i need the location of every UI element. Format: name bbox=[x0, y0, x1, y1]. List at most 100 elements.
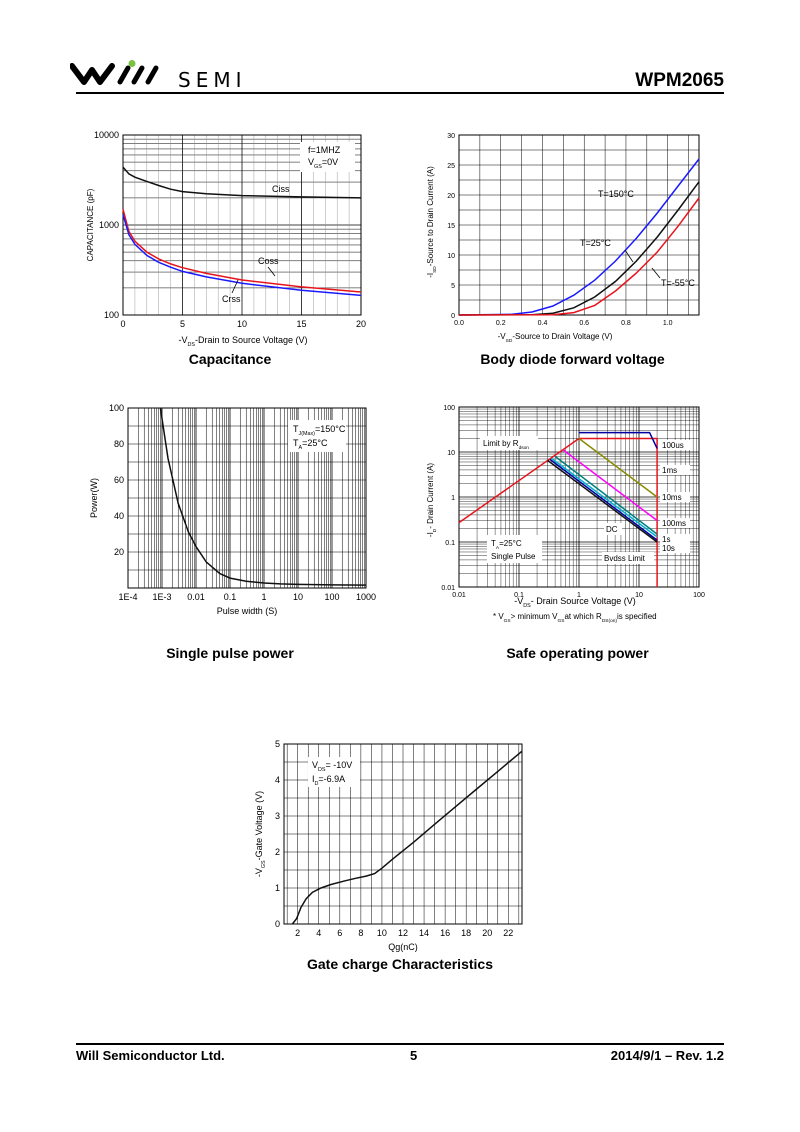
label-dc: DC bbox=[606, 525, 618, 534]
x-tick-label: 1 bbox=[577, 592, 581, 599]
leader-line bbox=[651, 267, 661, 279]
y-tick-label: 15 bbox=[447, 223, 455, 230]
x-tick-label: 0.1 bbox=[224, 592, 237, 602]
y-tick-label: 5 bbox=[275, 739, 280, 749]
y-tick-label: 30 bbox=[447, 133, 455, 140]
series-label-100ms: 100ms bbox=[662, 519, 686, 528]
label-box bbox=[660, 518, 690, 528]
series-line-vgs bbox=[291, 750, 523, 925]
y-tick-label: 2 bbox=[275, 847, 280, 857]
y-tick-label: 3 bbox=[275, 811, 280, 821]
series-line-t-55-c bbox=[458, 197, 700, 316]
footer-rule bbox=[76, 1043, 724, 1045]
x-tick-label: 0 bbox=[120, 319, 125, 329]
y-tick-label: 0.1 bbox=[445, 540, 455, 547]
x-tick-label: 12 bbox=[398, 928, 408, 938]
caption-gate-charge: Gate charge Characteristics bbox=[307, 956, 493, 972]
y-tick-label: 1 bbox=[275, 883, 280, 893]
y-tick-label: 10 bbox=[447, 450, 455, 457]
x-tick-label: 100 bbox=[693, 592, 705, 599]
x-tick-label: 16 bbox=[440, 928, 450, 938]
leader-line bbox=[267, 266, 276, 277]
x-tick-label: 4 bbox=[316, 928, 321, 938]
x-axis-title: Qg(nC) bbox=[388, 942, 418, 952]
caption-soa: Safe operating power bbox=[506, 645, 649, 661]
x-tick-label: 10 bbox=[237, 319, 247, 329]
x-tick-label: 100 bbox=[324, 592, 339, 602]
x-tick-label: 20 bbox=[356, 319, 366, 329]
y-tick-label: 20 bbox=[114, 547, 124, 557]
label-single-pulse: Single Pulse bbox=[491, 552, 536, 561]
x-tick-label: 10 bbox=[635, 592, 643, 599]
annotation-text: ID=-6.9A bbox=[312, 774, 345, 787]
y-tick-label: 10 bbox=[447, 253, 455, 260]
x-tick-label: 22 bbox=[503, 928, 513, 938]
y-axis-title: -ISD-Source to Drain Current (A) bbox=[426, 166, 438, 278]
label-bvdss: Bvdss Limit bbox=[604, 554, 646, 563]
x-tick-label: 1000 bbox=[356, 592, 376, 602]
series-label-t150: T=150°C bbox=[598, 189, 634, 199]
y-tick-label: 0 bbox=[275, 919, 280, 929]
footnote-text: * VGS> minimum VGSat which RDS(on)is spe… bbox=[493, 612, 657, 624]
x-axis-title: -VDS- Drain Source Voltage (V) bbox=[514, 596, 636, 609]
label-box bbox=[660, 440, 690, 450]
caption-capacitance: Capacitance bbox=[188, 351, 272, 367]
x-tick-label: 0.8 bbox=[621, 320, 631, 327]
y-tick-label: 0 bbox=[451, 313, 455, 320]
annotation-box bbox=[300, 142, 355, 172]
series-line-10ms bbox=[562, 449, 658, 522]
x-tick-label: 1 bbox=[261, 592, 266, 602]
y-tick-label: 5 bbox=[451, 283, 455, 290]
y-tick-label: 1000 bbox=[99, 220, 119, 230]
header-rule bbox=[76, 92, 724, 94]
y-tick-label: 40 bbox=[114, 511, 124, 521]
x-tick-label: 0.0 bbox=[454, 320, 464, 327]
x-tick-label: 6 bbox=[337, 928, 342, 938]
series-line-limit-by-rdson bbox=[458, 437, 658, 524]
series-line-1s bbox=[551, 457, 658, 538]
label-box bbox=[660, 534, 690, 544]
series-label-1s: 1s bbox=[662, 535, 670, 544]
x-tick-label: 20 bbox=[482, 928, 492, 938]
annotation-text: TA=25°C bbox=[293, 438, 328, 451]
label-ta: TA=25°C bbox=[491, 539, 522, 551]
series-line-1ms bbox=[578, 437, 658, 498]
x-tick-label: 0.01 bbox=[187, 592, 205, 602]
y-axis-title: CAPACITANCE (pF) bbox=[86, 188, 95, 261]
leader-line bbox=[624, 249, 634, 263]
logo-text: SEMI bbox=[178, 68, 247, 92]
series-line-t-25-c bbox=[458, 181, 700, 316]
series-line-100us bbox=[579, 431, 658, 449]
series-line-10s bbox=[549, 458, 658, 541]
series-label-1ms: 1ms bbox=[662, 466, 677, 475]
x-tick-label: 18 bbox=[461, 928, 471, 938]
single-pulse-plot-frame bbox=[127, 407, 367, 589]
series-line-crss bbox=[122, 214, 362, 297]
x-tick-label: 10 bbox=[293, 592, 303, 602]
y-tick-label: 80 bbox=[114, 439, 124, 449]
annotation-box bbox=[288, 420, 346, 452]
y-axis-title: -VGS-Gate Voltage (V) bbox=[254, 791, 267, 877]
part-number: WPM2065 bbox=[635, 70, 724, 91]
gate-charge-plot-frame bbox=[283, 743, 523, 925]
x-tick-label: 1.0 bbox=[663, 320, 673, 327]
label-box bbox=[480, 436, 538, 450]
y-tick-label: 0.01 bbox=[441, 585, 455, 592]
label-box bbox=[660, 543, 690, 553]
label-box bbox=[660, 465, 690, 475]
x-axis-title: Pulse width (S) bbox=[217, 606, 278, 616]
series-label-t25: T=25°C bbox=[580, 238, 611, 248]
x-tick-label: 0.6 bbox=[579, 320, 589, 327]
series-label-crss: Crss bbox=[222, 294, 241, 304]
x-tick-label: 0.1 bbox=[514, 592, 524, 599]
soa-plot-frame bbox=[458, 406, 700, 588]
y-axis-title: Power(W) bbox=[89, 478, 99, 518]
y-tick-label: 100 bbox=[109, 403, 124, 413]
annotation-text: VDS= -10V bbox=[312, 760, 352, 773]
capacitance-plot-frame bbox=[122, 134, 362, 316]
series-line-ciss bbox=[122, 166, 362, 199]
series-label-t-55: T=-55°C bbox=[661, 278, 695, 288]
x-axis-title: -VSD-Source to Drain Voltage (V) bbox=[498, 332, 613, 344]
x-tick-label: 14 bbox=[419, 928, 429, 938]
